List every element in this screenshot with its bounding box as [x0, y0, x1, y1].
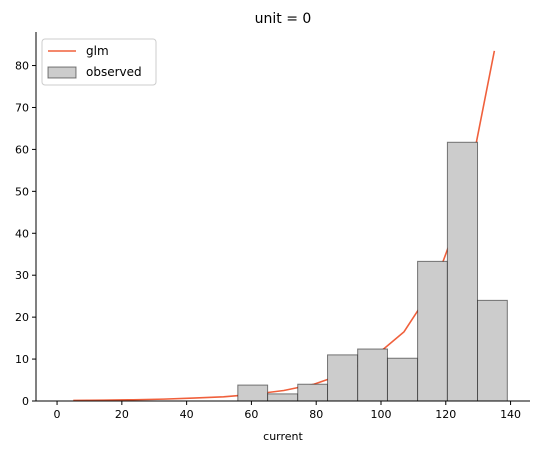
y-tick-label: 20 [15, 311, 29, 324]
histogram-bar [357, 348, 388, 402]
x-tick-label: 0 [54, 408, 61, 421]
histogram-bar [297, 383, 329, 402]
histogram-bar [327, 354, 359, 402]
x-tick-label: 20 [115, 408, 129, 421]
x-tick-label: 140 [500, 408, 521, 421]
y-tick-label: 80 [15, 60, 29, 73]
chart-title: unit = 0 [255, 11, 312, 27]
histogram-bar [446, 141, 479, 402]
x-tick-label: 120 [435, 408, 456, 421]
x-tick-label: 60 [244, 408, 258, 421]
legend-label: observed [86, 65, 142, 79]
y-tick-label: 0 [22, 395, 29, 408]
y-tick-label: 10 [15, 353, 29, 366]
y-tick-label: 70 [15, 101, 29, 114]
x-axis-label: current [263, 430, 303, 443]
y-tick-label: 50 [15, 185, 29, 198]
y-tick-label: 60 [15, 143, 29, 156]
legend-patch [47, 66, 77, 79]
histogram-bar [417, 260, 448, 402]
y-tick-label: 30 [15, 269, 29, 282]
histogram-bar [386, 357, 419, 402]
x-tick-label: 80 [309, 408, 323, 421]
x-tick-label: 40 [180, 408, 194, 421]
legend-label: glm [86, 44, 109, 58]
y-tick-label: 40 [15, 227, 29, 240]
x-tick-label: 100 [370, 408, 391, 421]
histogram-bar [237, 384, 269, 402]
histogram-bar [477, 299, 508, 402]
histogram-bar [267, 393, 299, 402]
